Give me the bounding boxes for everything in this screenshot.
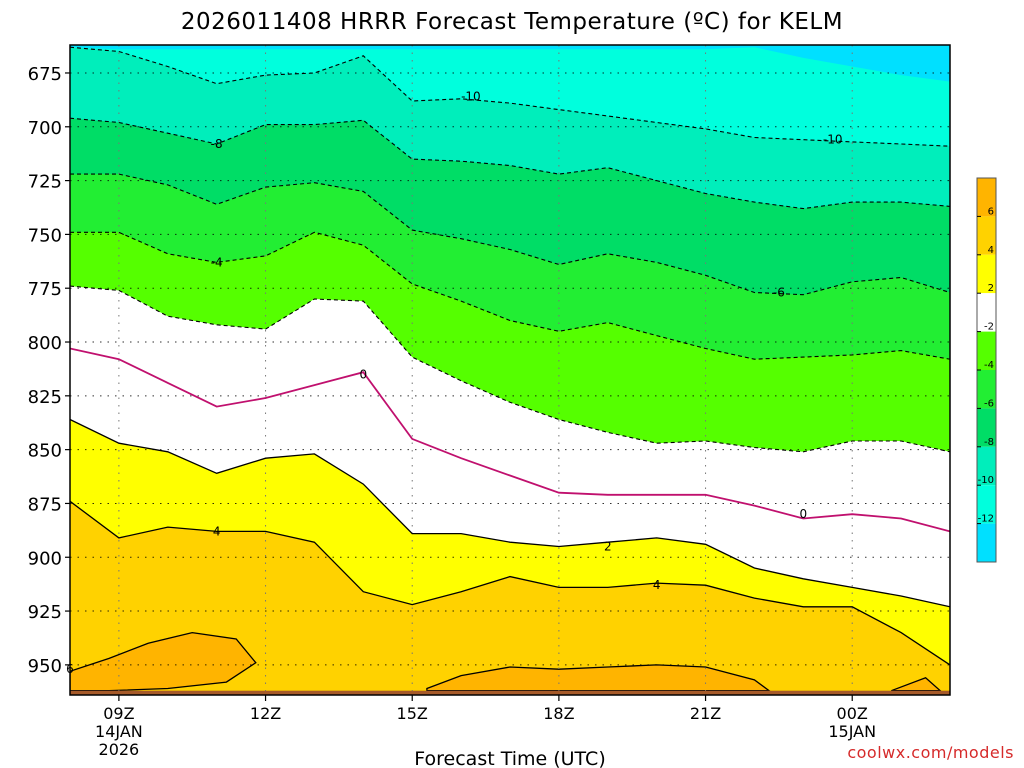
ground-bar [70, 690, 950, 695]
isotherm--4 [70, 231, 950, 360]
contour-label-4: 4 [213, 524, 221, 538]
fill-band-4 [70, 501, 950, 695]
isotherm--8 [70, 117, 950, 210]
contour-label--4: -4 [211, 255, 223, 269]
x-tick-date: 15JAN [828, 722, 876, 741]
isotherm-contours [70, 46, 950, 666]
x-tick-label: 00Z [837, 704, 868, 723]
contour-label--10: -10 [823, 133, 843, 147]
y-tick-label: 900 [28, 548, 62, 569]
colorbar-tick-label: 2 [988, 283, 994, 294]
y-tick-label: 950 [28, 656, 62, 677]
colorbar-swatch [977, 408, 996, 447]
isotherm--6 [70, 173, 950, 296]
chart-title: 2026011408 HRRR Forecast Temperature (ºC… [181, 9, 843, 35]
colorbar-tick-label: 6 [988, 206, 994, 217]
x-tick-label: 21Z [690, 704, 721, 723]
credit-text: coolwx.com/models [847, 743, 1014, 762]
colorbar-swatch [977, 293, 996, 332]
ground-layer [70, 690, 950, 695]
colorbar: 6 4 2 -2 -4 -6 -8 -10 -12 [976, 177, 997, 563]
y-tick-label: 825 [28, 387, 62, 408]
temperature-fill-layer [70, 45, 950, 695]
contour-labels: -10 -10 -8 -6 -4 0 0 2 4 4 6 [66, 90, 842, 677]
isotherm-0 [70, 347, 950, 533]
y-tick-label: 750 [28, 225, 62, 246]
colorbar-swatch [977, 254, 996, 294]
y-tick-label: 725 [28, 172, 62, 193]
colorbar-swatch [977, 446, 996, 486]
x-tick-label: 18Z [543, 704, 574, 723]
contour-label--6: -6 [773, 286, 785, 300]
contour-label-4: 4 [653, 578, 661, 592]
colorbar-tick-label: -8 [984, 437, 994, 448]
x-tick-date: 14JAN [95, 722, 143, 741]
colorbar-swatch [977, 331, 996, 370]
contour-label-6: 6 [66, 662, 74, 676]
colorbar-swatch [977, 485, 996, 524]
colorbar-tick-label: -4 [984, 360, 994, 371]
y-tick-label: 675 [28, 64, 62, 85]
y-tick-label: 875 [28, 494, 62, 515]
plot-frame [69, 44, 951, 696]
x-tick-label: 09Z [103, 704, 134, 723]
colorbar-swatch [977, 523, 996, 562]
colorbar-swatch [977, 216, 996, 255]
contour-label-0: 0 [800, 507, 808, 521]
colorbar-swatch [977, 370, 996, 409]
colorbar-tick-label: -10 [978, 475, 994, 486]
contour-label-2: 2 [604, 539, 612, 553]
x-tick-label: 12Z [250, 704, 281, 723]
isotherm-2 [70, 418, 950, 608]
colorbar-swatch [977, 178, 996, 217]
colorbar-tick-label: -6 [984, 398, 994, 409]
contour-label-0: 0 [360, 367, 368, 381]
contour-label--10: -10 [461, 90, 481, 104]
y-axis: 675 700 725 750 775 800 825 850 875 900 925 950 [28, 64, 70, 677]
colorbar-tick-label: -12 [978, 514, 994, 525]
y-tick-label: 800 [28, 333, 62, 354]
y-tick-label: 700 [28, 118, 62, 139]
colorbar-tick-label: 4 [988, 245, 994, 256]
y-tick-label: 775 [28, 279, 62, 300]
isotherm--2 [70, 285, 950, 453]
y-tick-label: 925 [28, 602, 62, 623]
x-tick-label: 15Z [397, 704, 428, 723]
x-axis-label: Forecast Time (UTC) [414, 748, 605, 768]
y-tick-label: 850 [28, 441, 62, 462]
x-tick-year: 2026 [99, 740, 140, 759]
contour-label--8: -8 [211, 137, 223, 151]
isotherm-4 [70, 500, 950, 666]
colorbar-tick-label: -2 [984, 322, 994, 333]
